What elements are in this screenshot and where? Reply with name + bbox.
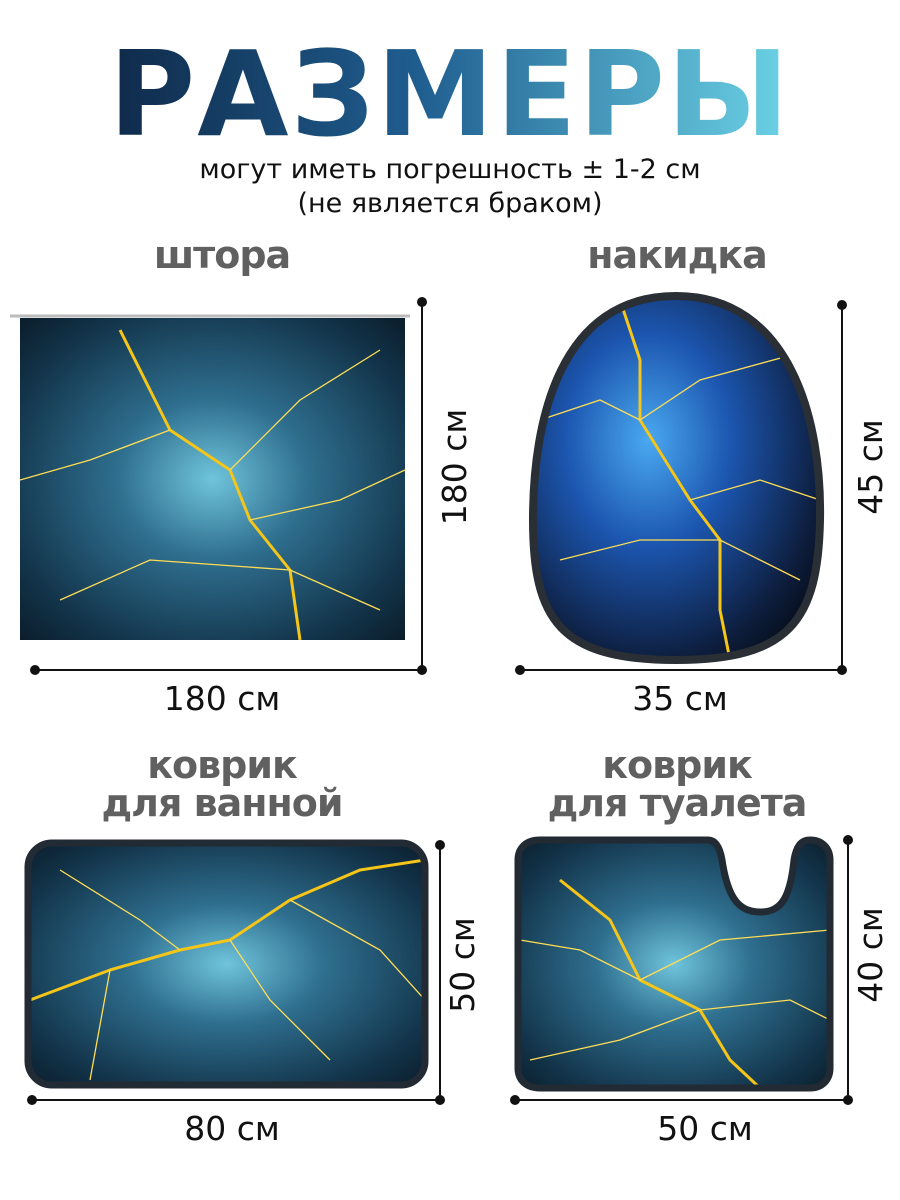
item-label: коврик: [147, 743, 298, 787]
item-label: для ванной: [101, 781, 342, 825]
height-label: 180 см: [435, 409, 474, 526]
curtain-image: [10, 314, 410, 640]
height-label: 45 см: [851, 419, 890, 515]
item-label: штора: [154, 233, 290, 277]
subtitle: могут иметь погрешность ± 1-2 см: [199, 154, 700, 185]
height-label: 40 см: [851, 907, 890, 1003]
bath-mat-image: [24, 839, 429, 1089]
item-label: для туалета: [548, 781, 807, 825]
dimension-lines: [27, 297, 853, 1105]
height-label: 50 см: [443, 917, 482, 1013]
subtitle: (не является браком): [297, 188, 602, 219]
toilet-mat-image: [514, 836, 834, 1092]
width-label: 80 см: [184, 1109, 280, 1148]
item-label: коврик: [602, 743, 753, 787]
item-label: накидка: [587, 233, 766, 277]
title: РАЗМЕРЫ: [109, 25, 791, 163]
lid-image: [528, 291, 825, 665]
width-label: 50 см: [657, 1109, 753, 1148]
width-label: 35 см: [632, 679, 728, 718]
width-label: 180 см: [164, 679, 281, 718]
